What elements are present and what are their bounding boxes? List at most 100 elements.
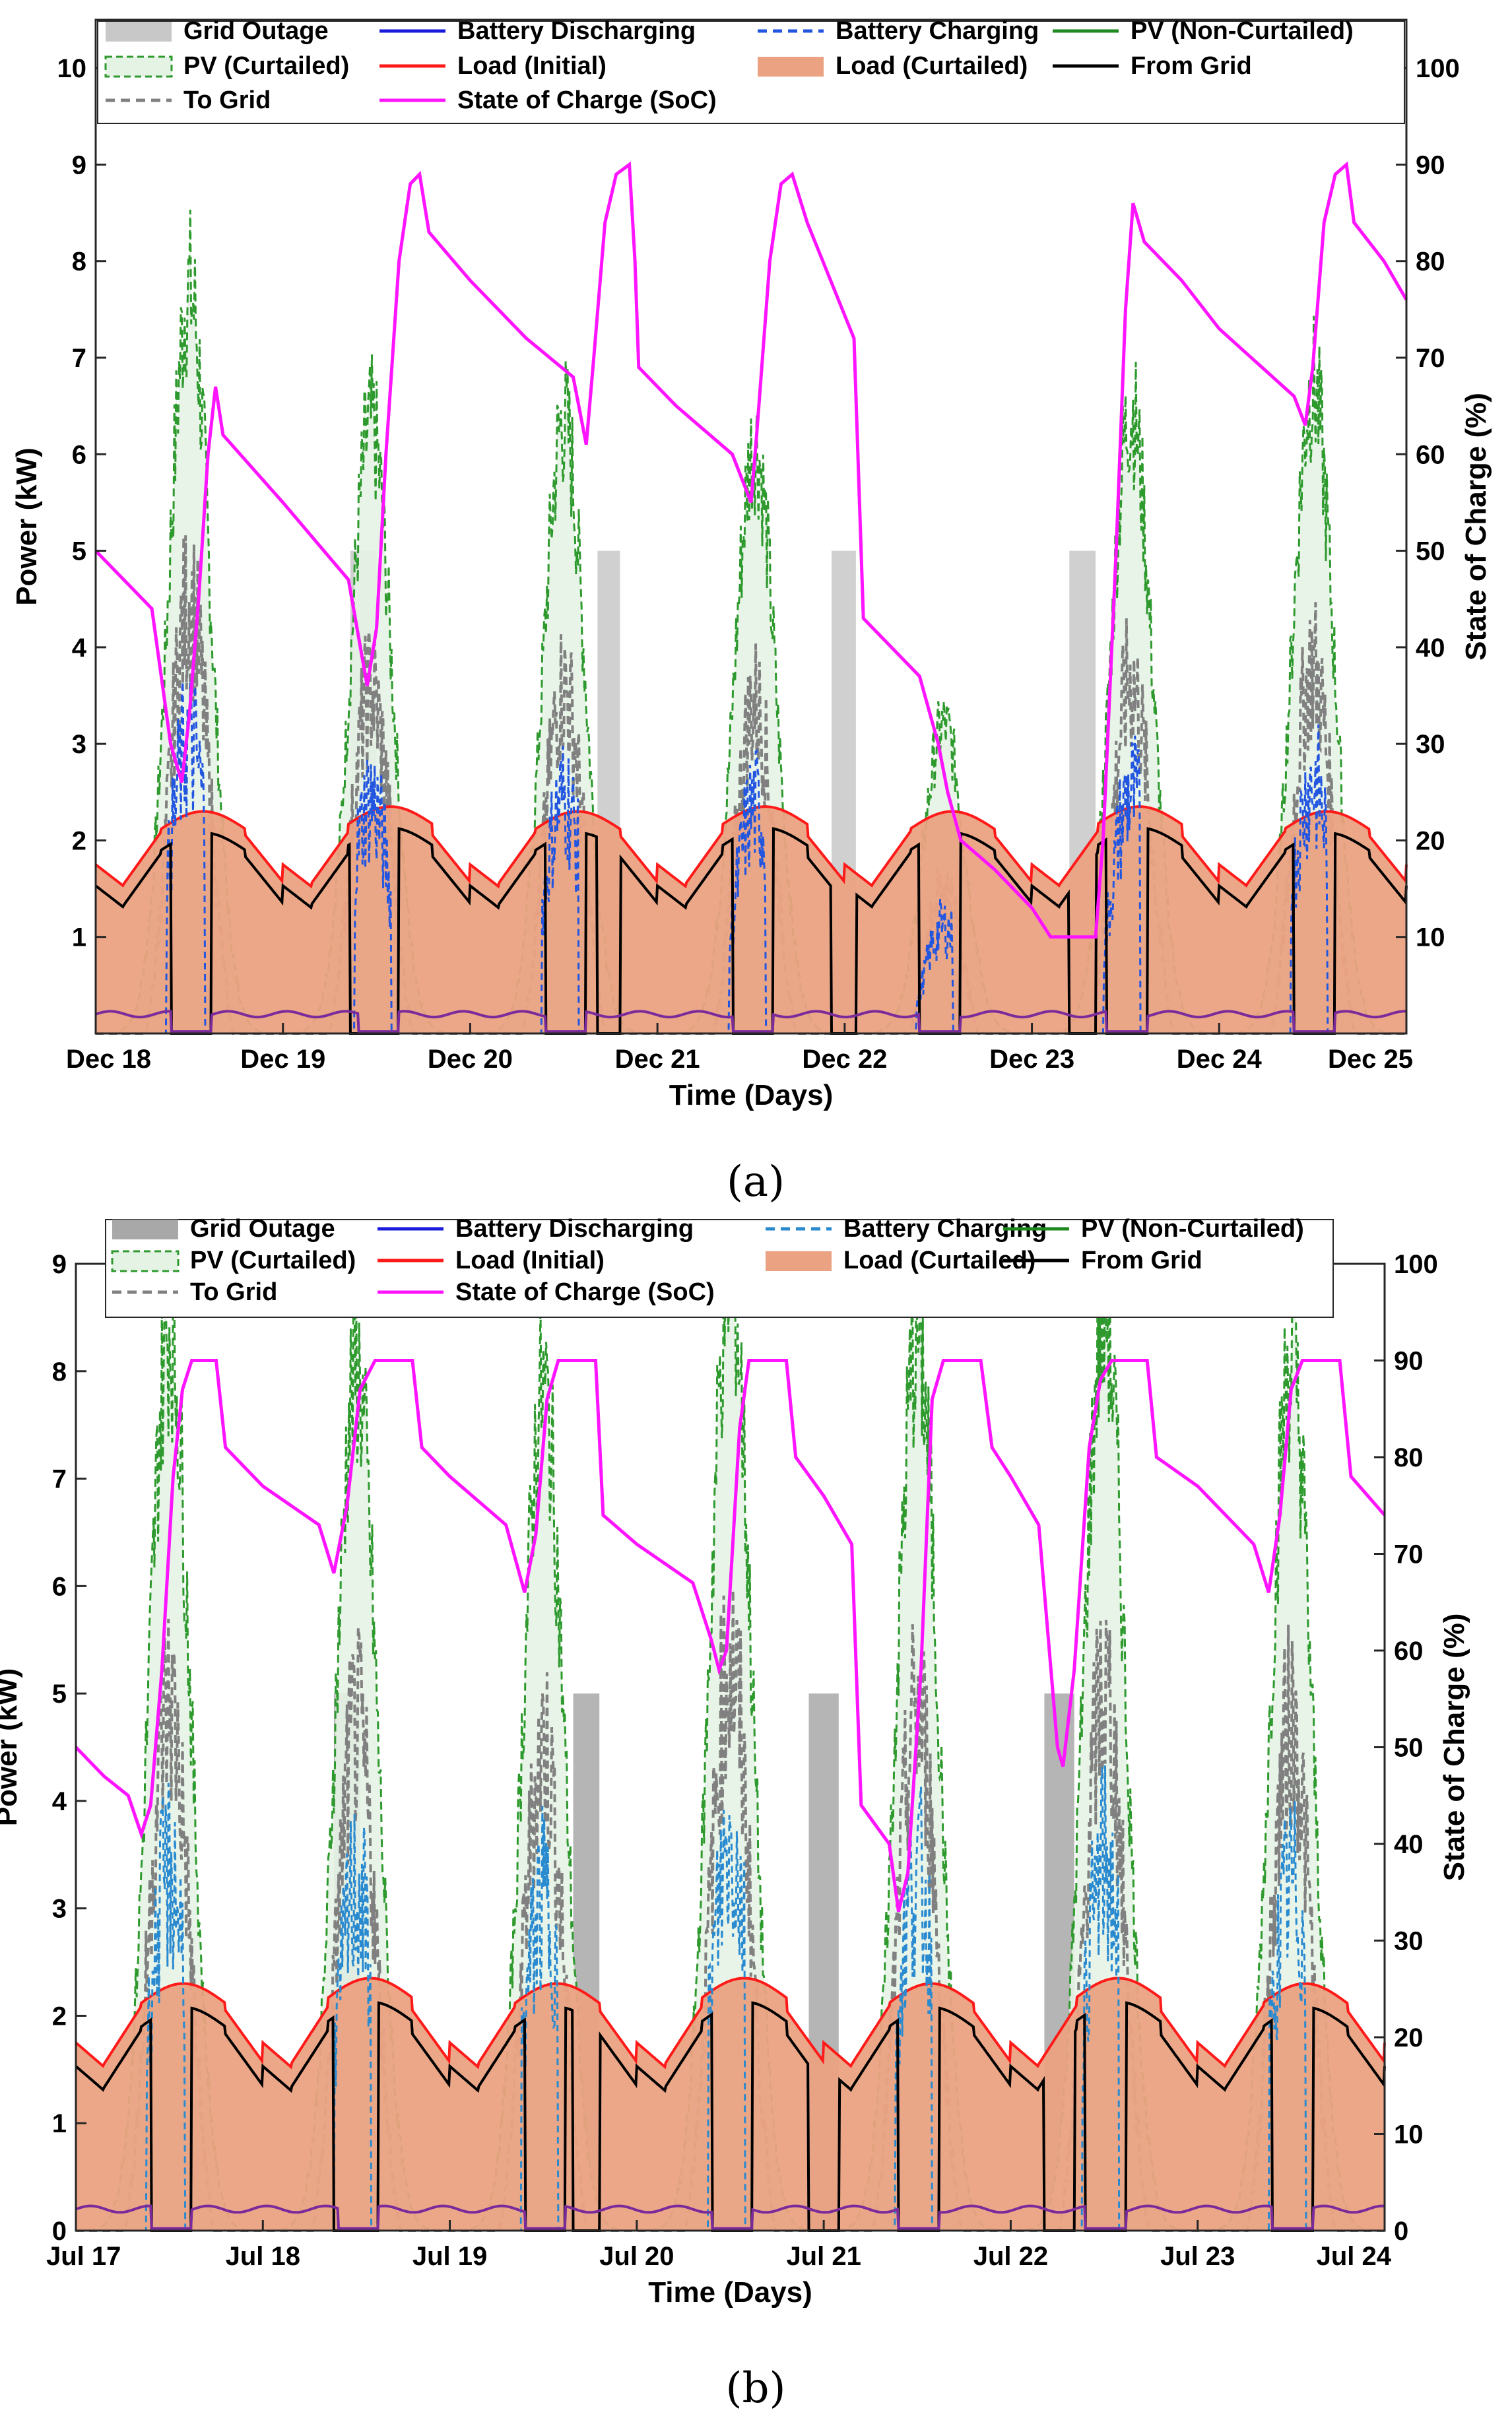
y2-axis-label: State of Charge (%) (1438, 1614, 1470, 1882)
y-tick-label: 8 (72, 247, 86, 277)
y2-axis-label: State of Charge (%) (1460, 393, 1492, 661)
load-curtailed-area (96, 806, 1406, 1033)
x-tick-label: Dec 20 (428, 1045, 513, 1074)
y2-tick-label: 10 (1416, 923, 1445, 952)
y-tick-label: 8 (52, 1358, 67, 1387)
legend-label: Battery Charging (836, 17, 1039, 45)
legend-label: Load (Initial) (457, 52, 607, 80)
y2-tick-label: 20 (1394, 2023, 1424, 2052)
legend-label: PV (Non-Curtailed) (1081, 1215, 1304, 1243)
y2-tick-label: 90 (1394, 1347, 1424, 1376)
legend-swatch (112, 1220, 178, 1239)
y2-tick-label: 70 (1394, 1540, 1424, 1569)
panel-caption: (a) (727, 1158, 785, 1206)
y-axis-label: Power (kW) (0, 1668, 23, 1827)
y-tick-label: 5 (72, 537, 86, 566)
battery-discharging-line (75, 2204, 1385, 2230)
y-tick-label: 9 (72, 150, 86, 180)
y-tick-label: 10 (57, 54, 87, 83)
legend-swatch (758, 57, 824, 77)
x-tick-label: Dec 21 (615, 1045, 700, 1074)
y-tick-label: 2 (52, 2002, 67, 2031)
legend-label: State of Charge (SoC) (457, 86, 717, 114)
x-tick-label: Jul 19 (412, 2242, 487, 2271)
x-tick-label: Jul 21 (786, 2242, 861, 2271)
x-axis-label: Time (Days) (648, 2276, 812, 2309)
x-tick-label: Dec 25 (1328, 1045, 1413, 1074)
y-tick-label: 4 (52, 1787, 67, 1816)
legend-label: Battery Discharging (455, 1215, 694, 1243)
load-curtailed-area (76, 1978, 1385, 2231)
legend-box (105, 1219, 1334, 1318)
y-tick-label: 4 (72, 634, 87, 663)
y2-tick-label: 80 (1394, 1443, 1424, 1472)
x-tick-label: Jul 20 (599, 2242, 674, 2271)
y-tick-label: 6 (72, 440, 86, 469)
soc-line (94, 161, 1408, 939)
y-axis-label: Power (kW) (11, 447, 43, 606)
x-tick-label: Jul 18 (226, 2242, 300, 2271)
legend-label: To Grid (183, 86, 271, 114)
chart-panel-a: 1 2 3 4 5 6 7 8 9 10 10 20 30 40 50 60 70 80 90 100 Dec 18 De… (11, 17, 1492, 1206)
x-tick-label: Jul 23 (1160, 2242, 1235, 2271)
legend-label: Load (Curtailed) (836, 52, 1028, 80)
y2-tick-label: 20 (1416, 826, 1445, 855)
legend-label: From Grid (1081, 1247, 1202, 1274)
x-tick-label: Jul 24 (1317, 2242, 1392, 2271)
y2-tick-label: 80 (1416, 247, 1445, 277)
y2-tick-label: 50 (1394, 1734, 1424, 1763)
legend-label: Load (Initial) (455, 1247, 605, 1274)
y2-tick-label: 100 (1394, 1250, 1438, 1279)
legend-label: To Grid (190, 1278, 277, 1306)
y-tick-label: 5 (52, 1680, 67, 1709)
y2-tick-label: 100 (1416, 54, 1460, 83)
legend-swatch (106, 22, 172, 42)
legend-swatch (111, 1250, 180, 1272)
legend-swatch (104, 55, 173, 78)
y-tick-label: 2 (72, 826, 86, 855)
y-tick-label: 1 (72, 923, 86, 952)
panel-caption: (b) (726, 2364, 786, 2413)
y-tick-label: 7 (72, 344, 86, 373)
pv-curtailed-area (96, 209, 1406, 1033)
y2-tick-label: 40 (1394, 1830, 1424, 1859)
y2-tick-label: 60 (1416, 440, 1445, 469)
y2-tick-label: 30 (1394, 1927, 1424, 1956)
x-tick-label: Dec 19 (240, 1045, 325, 1074)
legend-label: From Grid (1131, 52, 1252, 80)
x-tick-label: Dec 23 (989, 1045, 1074, 1074)
y2-tick-label: 30 (1416, 730, 1445, 759)
y-tick-label: 3 (72, 730, 86, 759)
y2-tick-label: 90 (1416, 150, 1445, 180)
y2-tick-label: 10 (1394, 2120, 1424, 2149)
legend-label: Grid Outage (190, 1215, 335, 1243)
legend-label: PV (Curtailed) (190, 1247, 356, 1274)
y-tick-label: 3 (52, 1895, 67, 1924)
y-tick-label: 1 (52, 2109, 67, 2138)
x-tick-label: Dec 18 (66, 1045, 151, 1074)
load-initial-line (75, 1977, 1386, 2070)
legend-swatch (766, 1251, 832, 1271)
legend-label: State of Charge (SoC) (455, 1278, 715, 1306)
legend-label: PV (Non-Curtailed) (1131, 17, 1354, 45)
legend-label: Grid Outage (183, 17, 329, 45)
y2-tick-label: 70 (1416, 344, 1445, 373)
y2-tick-label: 60 (1394, 1637, 1424, 1666)
y2-tick-label: 50 (1416, 537, 1445, 566)
axes-frame (94, 18, 1408, 1035)
y-tick-label: 6 (52, 1572, 67, 1601)
y-tick-label: 0 (52, 2217, 67, 2246)
y-tick-label: 9 (52, 1250, 67, 1279)
x-tick-label: Dec 22 (802, 1045, 887, 1074)
y-tick-label: 7 (52, 1465, 67, 1494)
x-tick-label: Jul 17 (46, 2242, 121, 2271)
soc-line (75, 1359, 1386, 1913)
x-tick-label: Jul 22 (973, 2242, 1048, 2271)
x-tick-label: Dec 24 (1177, 1045, 1263, 1074)
x-axis-label: Time (Days) (669, 1079, 834, 1111)
y2-tick-label: 40 (1416, 634, 1445, 663)
legend-label: PV (Curtailed) (183, 52, 349, 80)
legend-box (97, 20, 1405, 124)
